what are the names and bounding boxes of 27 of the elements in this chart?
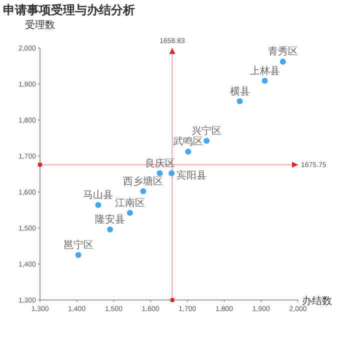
y-axis-title: 受理数	[25, 19, 55, 31]
point	[204, 138, 210, 144]
annotation: 横县	[230, 85, 250, 98]
point	[75, 252, 82, 258]
chart-title: 申请事项受理与办结分析	[3, 3, 135, 17]
annotation: 江南区	[114, 196, 145, 209]
point	[126, 210, 133, 216]
annotation: 邕宁区	[63, 239, 94, 251]
point	[280, 58, 286, 65]
point	[95, 202, 102, 208]
point	[156, 170, 163, 176]
annotation: 西乡塘区	[123, 175, 164, 188]
annotation: 良庆区	[144, 157, 175, 170]
annotation: 宾阳县	[176, 169, 207, 182]
point	[140, 188, 146, 194]
point	[107, 226, 114, 232]
annotation: 隆安县	[95, 213, 126, 226]
annotation: 青秀区	[268, 46, 298, 58]
point	[262, 78, 268, 84]
annotation: 兴宁区	[192, 124, 222, 137]
point	[168, 170, 175, 176]
annotation: 马山县	[83, 188, 114, 201]
annotation: 上林县	[250, 64, 280, 77]
annotation: 武鸣区	[173, 136, 204, 148]
point	[185, 148, 192, 155]
x-axis-title: 办结数	[302, 295, 332, 307]
point	[236, 98, 243, 104]
